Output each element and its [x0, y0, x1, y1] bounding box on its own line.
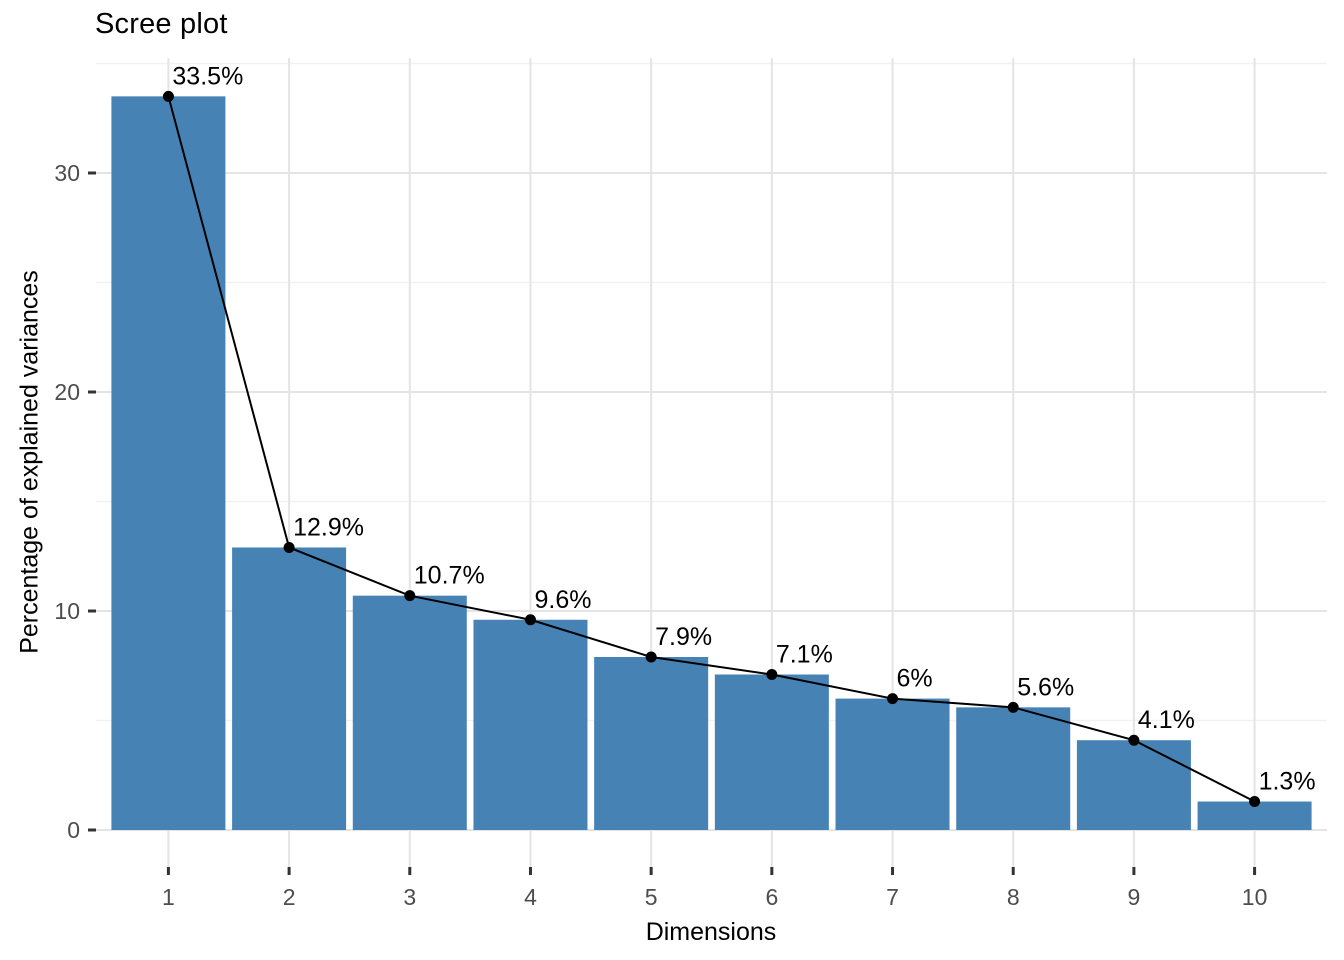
- scree-line: [167, 96, 1256, 803]
- data-point-dim-5: [645, 651, 657, 663]
- bar-dim-4: [473, 619, 588, 830]
- value-label-dim-3: 10.7%: [414, 562, 485, 590]
- bar-dim-9: [1076, 740, 1191, 830]
- bar-dim-6: [714, 674, 829, 830]
- bar-dim-7: [835, 698, 950, 830]
- value-label-dim-5: 7.9%: [655, 623, 712, 651]
- data-point-dim-10: [1249, 796, 1261, 808]
- x-tick-label-9: 9: [1128, 884, 1141, 910]
- data-point-dim-3: [404, 590, 416, 602]
- value-label-dim-8: 5.6%: [1017, 673, 1074, 701]
- y-tick-label-30: 30: [54, 160, 80, 186]
- x-axis-title: Dimensions: [645, 918, 777, 946]
- data-point-dim-8: [1007, 701, 1019, 713]
- bar-dim-3: [352, 595, 467, 830]
- bar-dim-2: [232, 547, 347, 830]
- data-point-dim-4: [524, 614, 536, 626]
- value-label-dim-4: 9.6%: [534, 586, 591, 614]
- x-tick-label-5: 5: [645, 884, 658, 910]
- x-tick-label-3: 3: [403, 884, 416, 910]
- data-point-dim-1: [162, 90, 174, 102]
- x-tick-label-10: 10: [1242, 884, 1268, 910]
- value-label-dim-7: 6%: [897, 665, 933, 693]
- y-axis-title: Percentage of explained variances: [15, 270, 44, 654]
- data-point-dim-2: [283, 541, 295, 553]
- data-point-dim-9: [1128, 734, 1140, 746]
- value-label-dim-2: 12.9%: [293, 513, 364, 541]
- bar-dim-5: [594, 656, 709, 830]
- y-tick-label-10: 10: [54, 598, 80, 624]
- x-tick-label-2: 2: [283, 884, 296, 910]
- bar-dim-1: [111, 96, 226, 831]
- y-tick-label-20: 20: [54, 379, 80, 405]
- y-tick-label-0: 0: [67, 817, 80, 843]
- data-point-dim-7: [887, 693, 899, 705]
- value-label-dim-10: 1.3%: [1259, 768, 1316, 796]
- x-tick-label-8: 8: [1007, 884, 1020, 910]
- value-label-dim-9: 4.1%: [1138, 706, 1195, 734]
- value-label-dim-1: 33.5%: [172, 62, 243, 90]
- x-tick-label-6: 6: [765, 884, 778, 910]
- bar-dim-8: [956, 707, 1071, 830]
- x-tick-label-4: 4: [524, 884, 537, 910]
- x-tick-label-7: 7: [886, 884, 899, 910]
- x-tick-label-1: 1: [162, 884, 175, 910]
- plot-title: Scree plot: [95, 8, 228, 40]
- value-label-dim-6: 7.1%: [776, 641, 833, 669]
- data-point-dim-6: [766, 669, 778, 681]
